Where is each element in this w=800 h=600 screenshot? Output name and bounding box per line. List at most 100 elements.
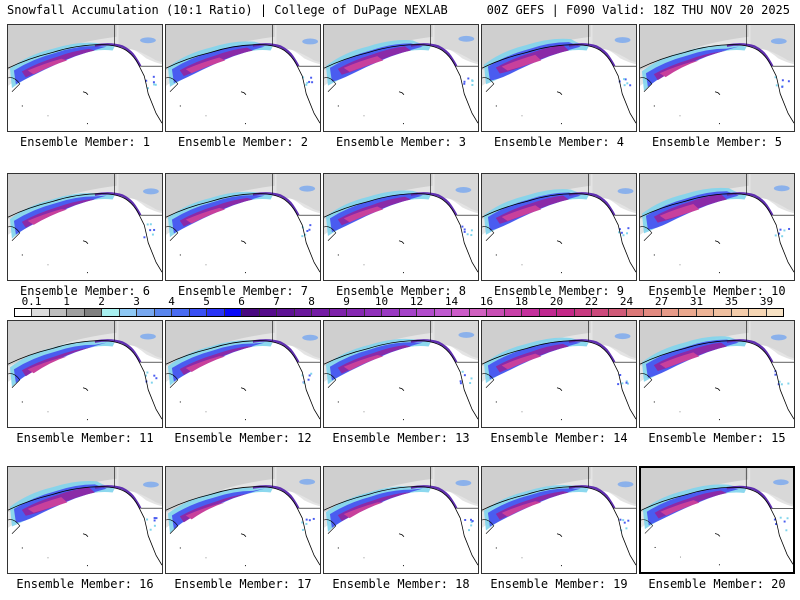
aleutian-coast (640, 226, 653, 241)
snow-band-magenta (501, 54, 542, 71)
colorbar-label: 16 (479, 295, 494, 308)
island-dot (679, 115, 681, 117)
coastal-snow (94, 339, 142, 363)
canada-land (750, 25, 794, 63)
colorbar-label: 5 (203, 295, 210, 308)
island-dot (653, 401, 655, 403)
snow-band-magenta (660, 500, 700, 516)
coastal-snow (252, 485, 300, 509)
coastline (324, 340, 478, 420)
inland-snow-spot (774, 234, 777, 237)
inland-snow-spot (459, 380, 462, 383)
colorbar-segment (696, 309, 715, 316)
canada-snow-patch (617, 188, 634, 195)
snow-band-magenta (659, 203, 700, 220)
ensemble-member-label: Ensemble Member: 7 (177, 284, 309, 298)
canada-snow-patch (302, 38, 319, 45)
inland-snow-spot (623, 78, 626, 81)
island-dot (402, 565, 404, 567)
inland-snow-spot (623, 521, 626, 524)
aleutian-coast (166, 519, 179, 534)
inland-snow-spot (775, 523, 778, 526)
snowfall-map (641, 468, 793, 566)
inland-snow-spot (626, 82, 629, 85)
island-dot (679, 264, 681, 266)
canada-land (592, 25, 636, 63)
aleutian-coast (324, 519, 337, 534)
hawaii-islands (240, 240, 247, 244)
coastline (324, 44, 478, 124)
inland-snow-spot (306, 230, 309, 233)
snowfall-map (482, 467, 636, 567)
ensemble-member-panel (639, 173, 795, 281)
canada-snow-patch (614, 333, 631, 340)
island-dot (337, 401, 339, 403)
ensemble-member-label: Ensemble Member: 20 (648, 577, 786, 591)
inland-snow-spot (470, 518, 472, 521)
inland-snow-spot (625, 527, 628, 530)
inland-snow-spot (155, 517, 158, 520)
canada-snow-patch (140, 333, 156, 340)
canada-land (750, 468, 793, 505)
inland-snow-spot (774, 76, 777, 79)
snowfall-map (640, 321, 794, 421)
snow-band-magenta (27, 209, 68, 225)
canada-land (592, 467, 636, 505)
snow-band-purple (179, 492, 253, 523)
inland-snow-spot (781, 235, 784, 238)
colorbar-segment (15, 309, 33, 316)
inland-snow-spot (461, 370, 464, 373)
ensemble-member-label: Ensemble Member: 12 (174, 431, 312, 445)
coastline (166, 44, 320, 124)
snow-band-magenta (343, 502, 384, 519)
aleutian-coast (8, 519, 21, 534)
colorbar-segment (84, 309, 103, 316)
island-dot (205, 264, 207, 266)
colorbar-label: 7 (273, 295, 280, 308)
coastline (166, 486, 320, 566)
colorbar-segment (609, 309, 627, 316)
snowfall-map (640, 174, 794, 274)
island-dot (653, 105, 655, 107)
snow-band-blue (329, 193, 423, 233)
inland-snow-spot (302, 76, 305, 79)
inland-snow-spot (627, 227, 630, 230)
colorbar-segment (277, 309, 295, 316)
snow-band-light (483, 484, 589, 531)
inland-snow-spot (146, 371, 149, 374)
island-dot (244, 565, 246, 567)
colorbar-label: 14 (444, 295, 459, 308)
island-dot (560, 419, 562, 421)
island-dot (495, 105, 497, 107)
snowfall-map (324, 467, 478, 567)
aleutian-coast (640, 373, 653, 388)
canada-snow-patch (302, 334, 319, 341)
inland-snow-spot (310, 372, 313, 375)
inland-snow-spot (467, 77, 470, 80)
colorbar-label: 35 (724, 295, 739, 308)
colorbar-segment (102, 309, 120, 316)
inland-snow-spot (781, 85, 784, 88)
coastline (482, 193, 636, 273)
snow-band-magenta (27, 356, 68, 374)
snowfall-map (166, 174, 320, 274)
snowfall-map (324, 174, 478, 274)
island-dot (495, 254, 497, 256)
coastal-snow (568, 43, 616, 67)
island-dot (718, 272, 720, 274)
island-dot (179, 547, 181, 549)
inland-snow-spot (154, 83, 157, 86)
canada-land (276, 174, 320, 212)
island-dot (402, 419, 404, 421)
inland-snow-spot (778, 380, 781, 383)
aleutian-coast (640, 77, 653, 92)
island-dot (718, 419, 720, 421)
inland-snow-spot (308, 374, 311, 377)
coastal-snow (568, 192, 616, 216)
coastline (166, 193, 320, 273)
ensemble-member-label: Ensemble Member: 5 (651, 135, 783, 149)
inland-snow-spot (470, 521, 473, 524)
canada-land (118, 174, 162, 212)
inland-snow-spot (629, 84, 632, 87)
ensemble-member-panel (165, 24, 321, 132)
